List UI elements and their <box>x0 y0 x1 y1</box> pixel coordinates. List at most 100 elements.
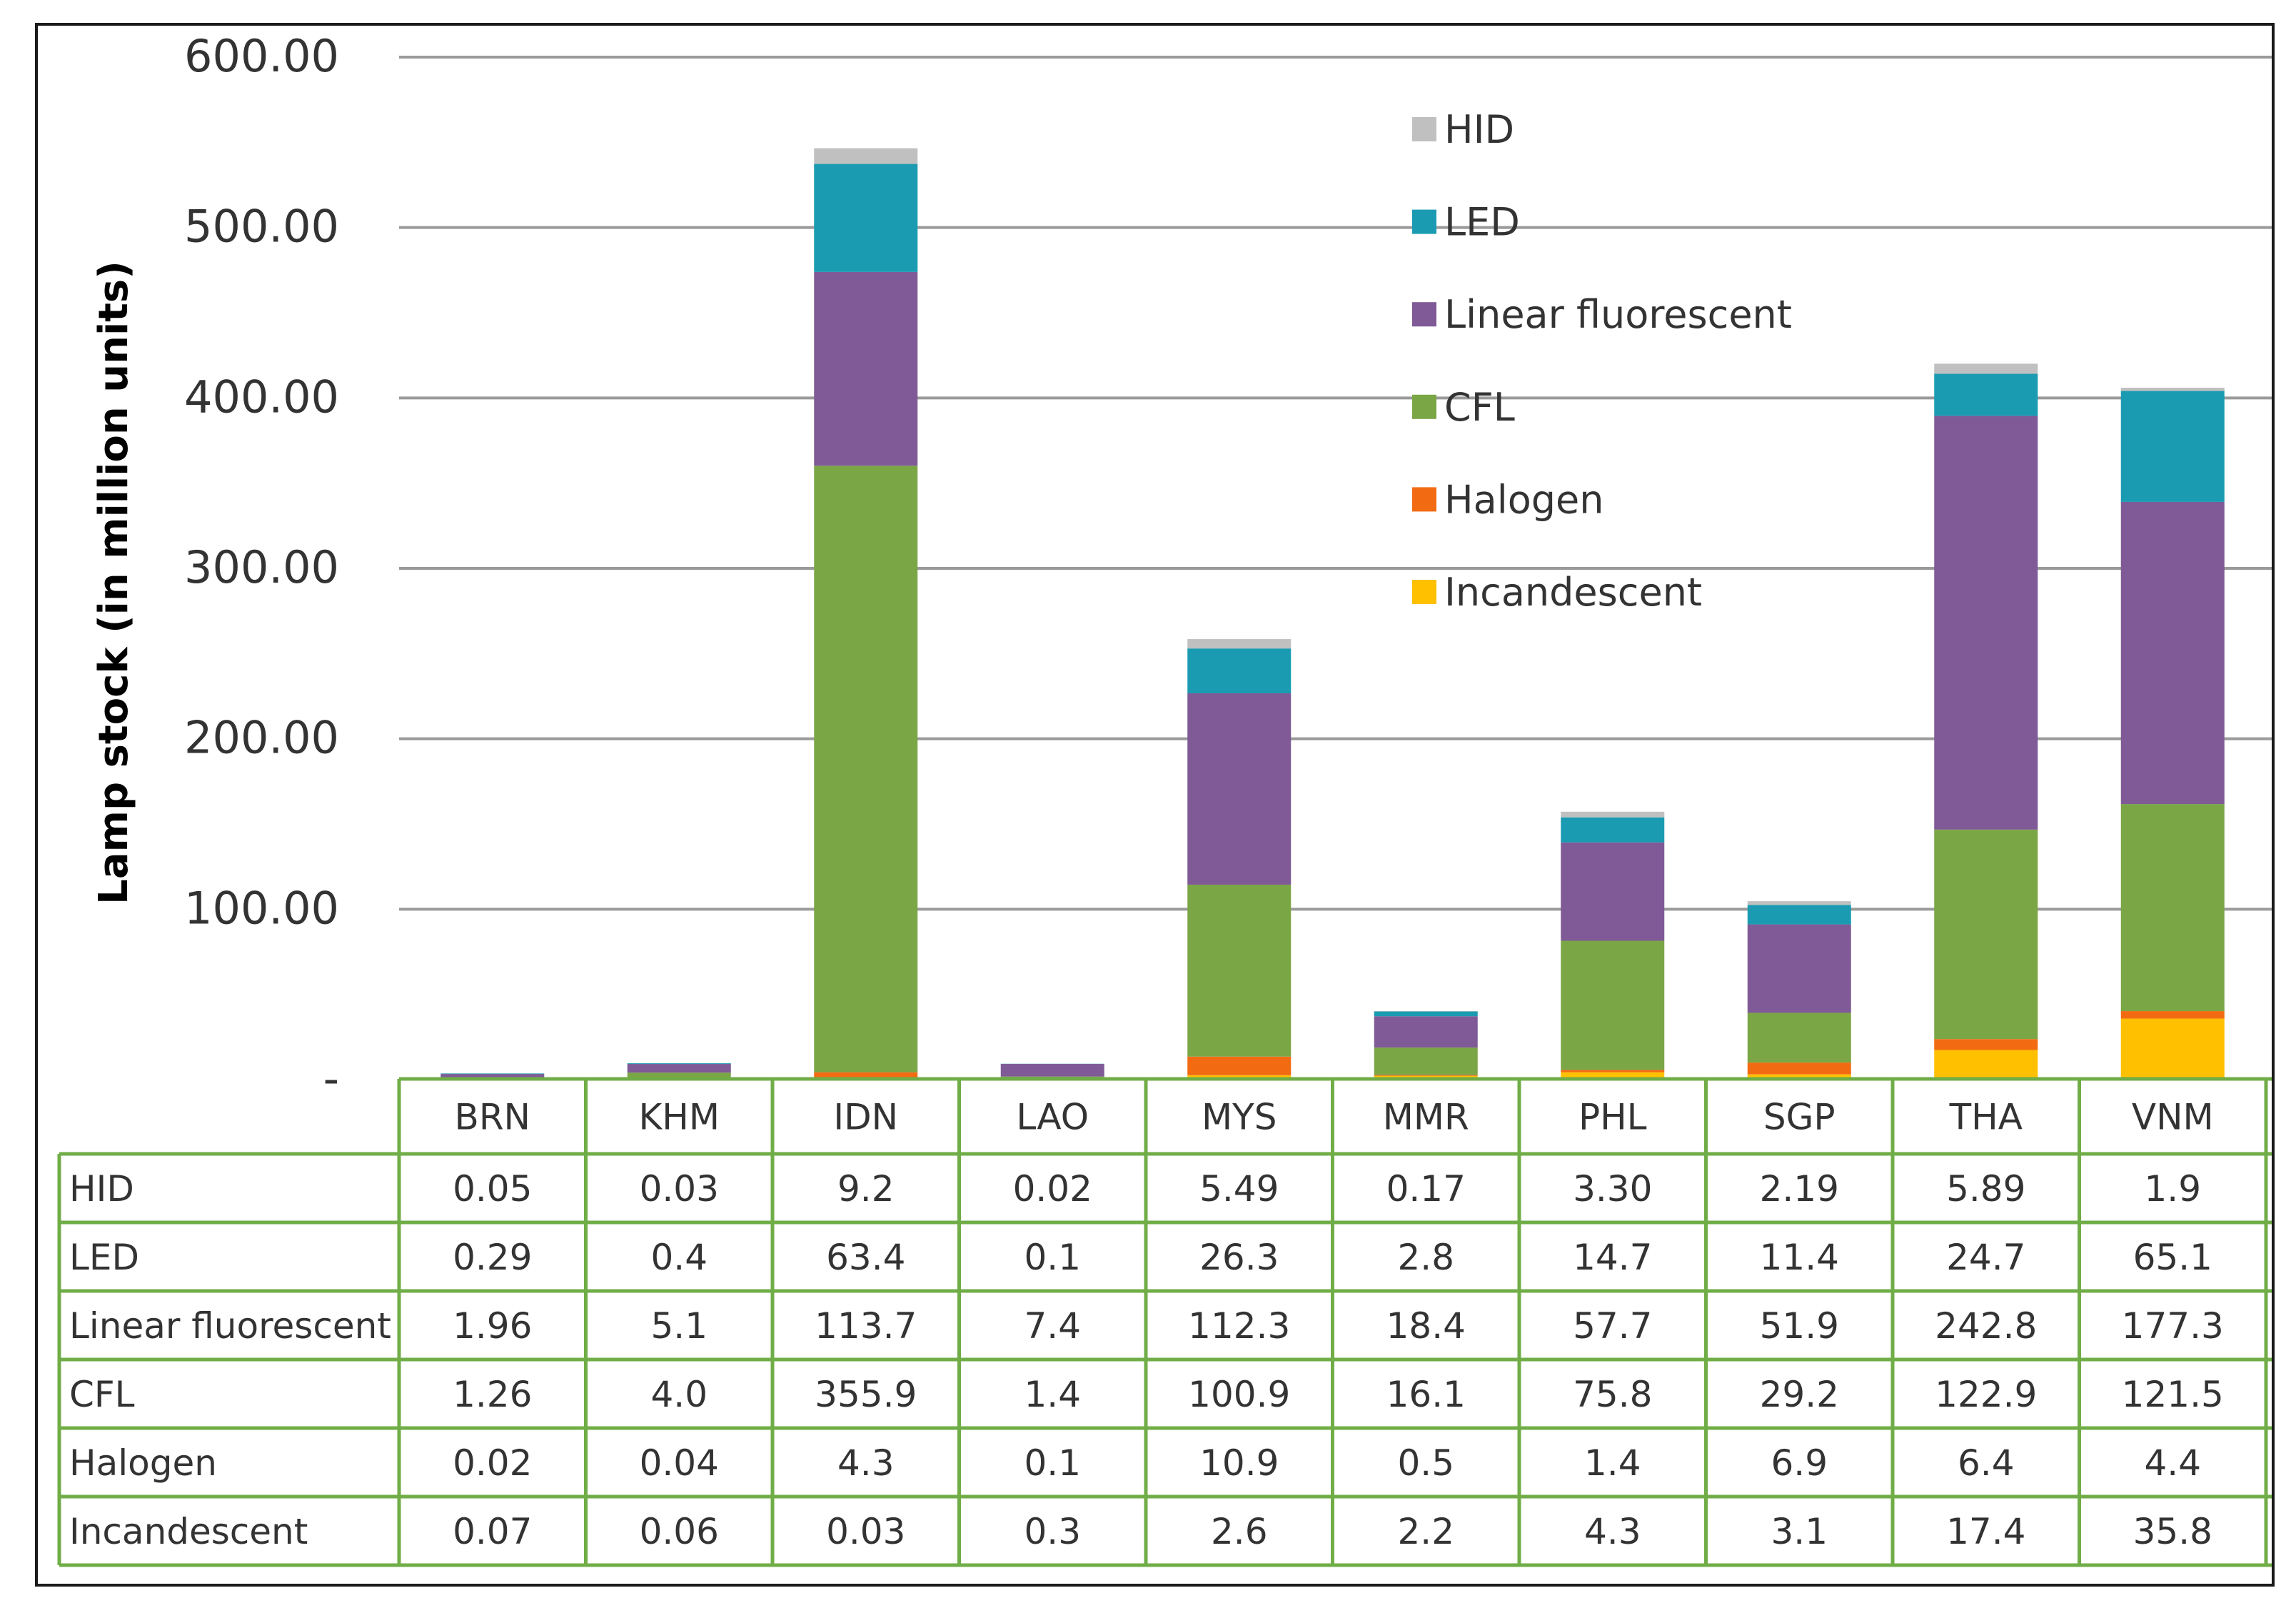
table-cell-cfl-brn: 1.26 <box>453 1374 532 1415</box>
table-cell-linear-fluorescent-lao: 7.4 <box>1024 1305 1081 1347</box>
data-table: BRN KHM IDN LAO MYS MMR PHL SGP THA VNM HID 0.05 0.0… <box>57 1077 2272 1567</box>
table-header-khm: KHM <box>638 1097 720 1138</box>
table-cell-incandescent-mmr: 2.2 <box>1397 1511 1454 1552</box>
table-cell-halogen-vnm: 4.4 <box>2144 1442 2201 1484</box>
bar-idn-halogen <box>814 1072 918 1080</box>
bar-lao-linear-fluorescent <box>1000 1064 1104 1077</box>
table-cell-incandescent-phl: 4.3 <box>1584 1511 1641 1552</box>
table-cell-led-lao: 0.1 <box>1024 1237 1081 1278</box>
bar-sgp-incandescent <box>1747 1074 1851 1080</box>
table-cell-halogen-idn: 4.3 <box>837 1442 895 1484</box>
table-cell-incandescent-sgp: 3.1 <box>1771 1511 1828 1552</box>
table-cell-hid-khm: 0.03 <box>640 1168 719 1210</box>
table-row-label-halogen: Halogen <box>69 1442 217 1484</box>
bar-mys-led <box>1187 648 1292 693</box>
table-header-tha: THA <box>1949 1097 2023 1138</box>
bar-sgp-led <box>1747 905 1851 925</box>
table-cell-linear-fluorescent-brn: 1.96 <box>453 1305 532 1347</box>
table-cell-halogen-phl: 1.4 <box>1584 1442 1641 1484</box>
table-cell-incandescent-khm: 0.06 <box>640 1511 719 1552</box>
legend-label-led: LED <box>1444 200 1520 245</box>
table-header-mys: MYS <box>1202 1097 1277 1138</box>
bar-sgp-linear-fluorescent <box>1747 924 1851 1013</box>
bar-idn-led <box>814 164 918 272</box>
table-header-lao: LAO <box>1016 1097 1089 1138</box>
table-cell-halogen-sgp: 6.9 <box>1771 1442 1828 1484</box>
table-cell-halogen-mys: 10.9 <box>1199 1442 1279 1484</box>
table-cell-cfl-idn: 355.9 <box>815 1374 917 1415</box>
table-cell-hid-mmr: 0.17 <box>1386 1168 1466 1210</box>
bar-sgp-halogen <box>1747 1062 1851 1075</box>
table-cell-led-tha: 24.7 <box>1946 1237 2025 1278</box>
bar-phl-linear-fluorescent <box>1561 842 1665 941</box>
bar-tha-incandescent <box>1934 1050 2038 1080</box>
bar-tha-hid <box>1934 363 2038 374</box>
bar-vnm-incandescent <box>2120 1018 2225 1080</box>
table-cell-incandescent-tha: 17.4 <box>1946 1511 2025 1552</box>
table-header-sgp: SGP <box>1763 1097 1836 1138</box>
y-tick-label: 300.00 <box>184 541 339 593</box>
bar-mmr-linear-fluorescent <box>1374 1016 1478 1048</box>
bar-idn-hid <box>814 148 918 164</box>
bar-mmr-halogen <box>1374 1075 1478 1076</box>
legend-label-halogen: Halogen <box>1444 477 1603 522</box>
bar-mys-cfl <box>1187 884 1292 1057</box>
stacked-bar-chart: - 100.00 200.00 300.00 400.00 500.00 600.00 HI… <box>57 30 2272 1567</box>
table-cell-cfl-mys: 100.9 <box>1188 1374 1290 1415</box>
table-cell-hid-sgp: 2.19 <box>1760 1168 1839 1210</box>
legend-swatch-hid <box>1412 117 1436 141</box>
y-tick-label: - <box>323 1052 339 1105</box>
table-cell-linear-fluorescent-mys: 112.3 <box>1188 1305 1290 1347</box>
bar-tha-linear-fluorescent <box>1934 416 2038 830</box>
table-cell-hid-brn: 0.05 <box>453 1168 532 1210</box>
table-cell-hid-tha: 5.89 <box>1946 1168 2025 1210</box>
bar-vnm-halogen <box>2120 1011 2225 1019</box>
table-cell-cfl-khm: 4.0 <box>650 1374 708 1415</box>
table-cell-incandescent-mys: 2.6 <box>1211 1511 1268 1552</box>
table-cell-linear-fluorescent-tha: 242.8 <box>1935 1305 2037 1347</box>
legend-swatch-halogen <box>1412 487 1436 512</box>
table-cell-incandescent-brn: 0.07 <box>453 1511 532 1552</box>
bar-vnm-cfl <box>2120 804 2225 1012</box>
bar-tha-led <box>1934 373 2038 416</box>
y-axis-ticks: - 100.00 200.00 300.00 400.00 500.00 600.00 <box>184 30 339 1105</box>
bar-vnm-linear-fluorescent <box>2120 501 2225 805</box>
table-cell-cfl-mmr: 16.1 <box>1386 1374 1466 1415</box>
table-header-idn: IDN <box>833 1097 898 1138</box>
table-cell-halogen-khm: 0.04 <box>640 1442 719 1484</box>
y-tick-label: 500.00 <box>184 201 339 253</box>
table-cell-halogen-mmr: 0.5 <box>1397 1442 1454 1484</box>
table-cell-cfl-lao: 1.4 <box>1024 1374 1081 1415</box>
table-cell-hid-lao: 0.02 <box>1013 1168 1092 1210</box>
bar-mys-linear-fluorescent <box>1187 693 1292 885</box>
table-header-vnm: VNM <box>2132 1097 2214 1138</box>
y-tick-label: 400.00 <box>184 371 339 423</box>
bar-phl-cfl <box>1561 940 1665 1070</box>
table-row-label-hid: HID <box>69 1168 134 1210</box>
table-cell-cfl-sgp: 29.2 <box>1760 1374 1839 1415</box>
legend-swatch-incandescent <box>1412 580 1436 604</box>
table-cell-linear-fluorescent-mmr: 18.4 <box>1386 1305 1466 1347</box>
legend-label-hid: HID <box>1444 107 1514 152</box>
legend: HID LED Linear fluorescent CFL Halogen Incand… <box>1412 107 1792 615</box>
legend-swatch-led <box>1412 209 1436 234</box>
table-header-phl: PHL <box>1578 1097 1647 1138</box>
table-cell-hid-phl: 3.30 <box>1573 1168 1652 1210</box>
table-cell-led-phl: 14.7 <box>1573 1237 1652 1278</box>
table-cell-linear-fluorescent-phl: 57.7 <box>1573 1305 1652 1347</box>
table-cell-cfl-phl: 75.8 <box>1573 1374 1652 1415</box>
bar-sgp-cfl <box>1747 1012 1851 1063</box>
table-row-label-linear-fluorescent: Linear fluorescent <box>69 1305 391 1347</box>
legend-label-linear-fluorescent: Linear fluorescent <box>1444 292 1792 337</box>
table-cell-cfl-tha: 122.9 <box>1935 1374 2037 1415</box>
table-cell-incandescent-lao: 0.3 <box>1024 1511 1081 1552</box>
table-cell-linear-fluorescent-idn: 113.7 <box>815 1305 917 1347</box>
table-cell-led-brn: 0.29 <box>453 1237 532 1278</box>
bar-phl-incandescent <box>1561 1072 1665 1080</box>
table-cell-led-sgp: 11.4 <box>1760 1237 1839 1278</box>
table-cell-led-mmr: 2.8 <box>1397 1237 1454 1278</box>
bar-idn-cfl <box>814 466 918 1072</box>
table-cell-linear-fluorescent-sgp: 51.9 <box>1760 1305 1839 1347</box>
table-cell-linear-fluorescent-khm: 5.1 <box>650 1305 708 1347</box>
bar-idn-linear-fluorescent <box>814 271 918 466</box>
